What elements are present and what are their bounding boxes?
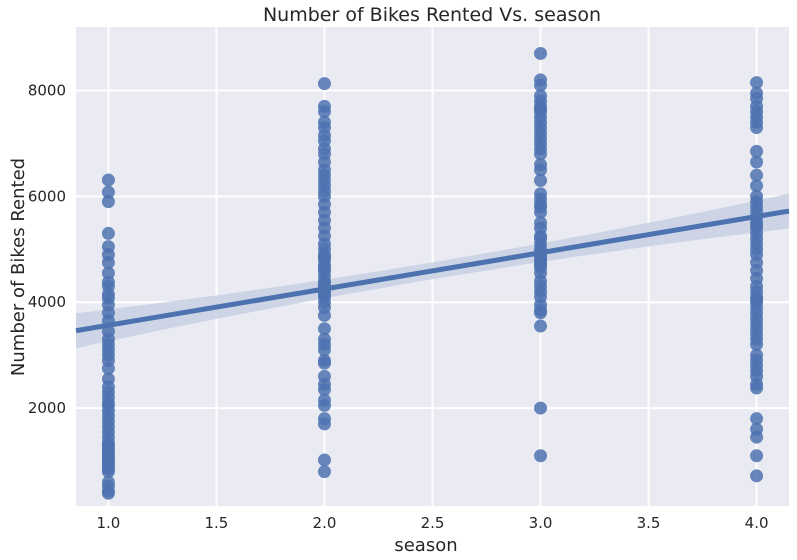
data-point — [101, 173, 115, 187]
data-point — [317, 353, 331, 367]
y-tick-label: 2000 — [28, 399, 66, 417]
data-point — [750, 430, 764, 444]
y-tick-labels: 2000 4000 6000 8000 — [28, 82, 66, 418]
data-point — [317, 250, 331, 264]
data-point — [534, 401, 548, 415]
data-point — [534, 78, 548, 92]
y-tick-label: 6000 — [28, 187, 66, 205]
y-tick-label: 8000 — [28, 82, 66, 100]
data-point — [750, 218, 764, 232]
data-point — [317, 322, 331, 336]
chart-title: Number of Bikes Rented Vs. season — [263, 4, 601, 26]
data-point — [534, 147, 548, 161]
y-axis-label: Number of Bikes Rented — [8, 158, 29, 376]
data-point — [534, 232, 548, 246]
data-point — [534, 158, 548, 172]
data-point — [750, 449, 764, 463]
data-point — [750, 144, 764, 158]
data-point — [534, 173, 548, 187]
data-point — [750, 364, 764, 378]
data-point — [750, 332, 764, 346]
data-point — [750, 179, 764, 193]
data-point — [750, 412, 764, 426]
data-point — [534, 256, 548, 270]
x-tick-labels: 1.0 1.5 2.0 2.5 3.0 3.5 4.0 — [96, 514, 768, 532]
data-point — [750, 293, 764, 307]
data-point — [101, 185, 115, 199]
data-point — [750, 469, 764, 483]
x-axis-label: season — [394, 535, 457, 556]
data-point — [101, 256, 115, 270]
data-point — [317, 261, 331, 275]
data-point — [534, 102, 548, 116]
data-point — [534, 46, 548, 60]
x-tick-label: 1.0 — [96, 514, 120, 532]
data-point — [317, 417, 331, 431]
regression-line-path — [75, 208, 790, 334]
data-point — [750, 381, 764, 395]
x-tick-label: 4.0 — [745, 514, 769, 532]
data-point — [750, 121, 764, 135]
x-tick-label: 2.5 — [421, 514, 445, 532]
x-tick-label: 3.0 — [529, 514, 553, 532]
data-point — [101, 195, 115, 209]
data-point — [101, 226, 115, 240]
data-point — [534, 200, 548, 214]
data-point — [101, 266, 115, 280]
regression-line — [75, 208, 790, 334]
data-point — [750, 168, 764, 182]
data-point — [534, 449, 548, 463]
data-point — [317, 398, 331, 412]
data-point — [317, 308, 331, 322]
data-point — [317, 383, 331, 397]
data-point — [317, 105, 331, 119]
data-point — [317, 77, 331, 91]
data-point — [750, 155, 764, 169]
data-point — [101, 465, 115, 479]
data-point — [750, 76, 764, 90]
y-tick-label: 4000 — [28, 293, 66, 311]
x-tick-label: 3.5 — [637, 514, 661, 532]
data-point — [101, 361, 115, 375]
x-tick-label: 2.0 — [313, 514, 337, 532]
data-point — [534, 306, 548, 320]
data-point — [317, 343, 331, 357]
data-point — [534, 319, 548, 333]
data-point — [317, 465, 331, 479]
data-point — [317, 453, 331, 467]
data-point — [101, 486, 115, 500]
x-tick-label: 1.5 — [205, 514, 229, 532]
